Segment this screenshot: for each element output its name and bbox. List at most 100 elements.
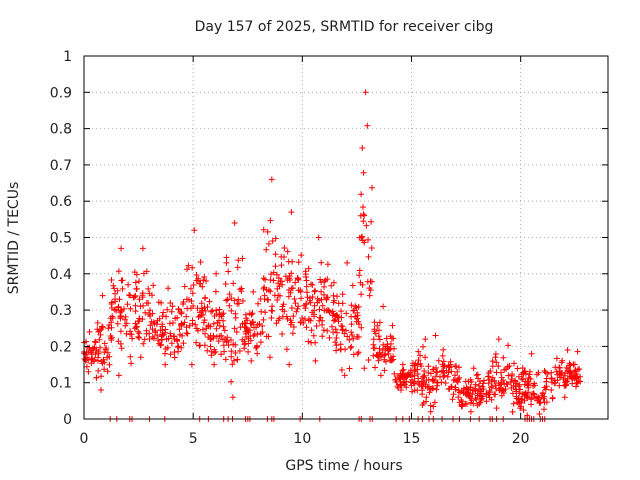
data-point <box>318 259 325 266</box>
data-point <box>346 365 353 372</box>
data-point <box>303 300 309 307</box>
data-point <box>163 313 170 320</box>
data-point <box>150 282 157 289</box>
data-point <box>124 301 131 308</box>
data-point <box>486 387 493 394</box>
data-point <box>101 349 108 356</box>
data-point <box>430 403 437 410</box>
data-point <box>556 371 563 377</box>
data-point <box>415 357 422 364</box>
data-point <box>347 344 354 351</box>
data-point <box>384 341 391 348</box>
data-point <box>228 307 235 314</box>
data-point <box>92 339 99 346</box>
data-point <box>288 285 295 292</box>
data-point <box>295 259 302 266</box>
data-point <box>346 336 353 343</box>
data-point <box>420 343 426 350</box>
data-point <box>324 261 331 268</box>
data-point <box>356 267 363 274</box>
data-point <box>360 218 367 225</box>
x-axis-label: GPS time / hours <box>285 458 402 474</box>
data-point <box>127 353 134 360</box>
data-point <box>326 334 333 341</box>
data-point <box>271 292 278 299</box>
data-point <box>289 330 296 337</box>
y-tick-label: 0.4 <box>50 267 72 283</box>
data-point <box>363 222 370 229</box>
data-point <box>531 391 538 398</box>
data-point <box>238 288 245 295</box>
y-tick-label: 0.2 <box>50 339 72 355</box>
data-point <box>374 353 381 360</box>
data-point <box>470 365 477 372</box>
data-point <box>167 351 174 358</box>
data-point <box>209 307 216 314</box>
data-point <box>223 259 230 266</box>
data-point <box>392 377 399 383</box>
data-point <box>495 336 502 343</box>
data-point <box>235 296 242 303</box>
data-point <box>85 368 92 375</box>
data-point <box>569 375 576 382</box>
data-point <box>532 395 538 402</box>
data-point <box>101 340 108 347</box>
data-point <box>439 352 446 359</box>
data-point <box>390 335 397 342</box>
data-point <box>132 279 139 286</box>
data-point <box>501 366 508 373</box>
data-point <box>566 370 573 376</box>
data-point <box>139 294 146 301</box>
data-point <box>129 335 136 342</box>
data-point <box>435 357 442 364</box>
data-point <box>189 320 196 327</box>
data-point <box>108 324 115 331</box>
data-point <box>380 341 387 348</box>
data-point <box>303 283 310 290</box>
data-point <box>354 312 361 319</box>
y-tick-label: 0.5 <box>50 231 72 247</box>
data-point <box>108 299 115 306</box>
data-point <box>145 300 152 307</box>
data-point <box>519 391 526 397</box>
data-point <box>98 358 105 365</box>
data-point <box>192 321 199 328</box>
data-point <box>264 228 271 235</box>
data-point <box>444 373 451 380</box>
data-point <box>140 340 147 347</box>
data-point <box>112 296 118 303</box>
data-point <box>241 345 248 352</box>
data-point <box>167 330 174 337</box>
data-point <box>234 300 241 307</box>
data-point <box>168 340 175 347</box>
data-point <box>184 266 190 273</box>
data-point <box>574 348 581 355</box>
data-point <box>195 275 202 282</box>
data-point <box>488 384 495 391</box>
data-point <box>191 227 198 234</box>
data-point <box>115 372 122 379</box>
data-point <box>492 351 499 357</box>
data-point <box>260 226 267 233</box>
data-point <box>308 327 315 334</box>
data-point <box>132 308 139 315</box>
data-point <box>228 348 235 355</box>
data-point <box>193 339 200 346</box>
data-point <box>211 361 218 368</box>
data-point <box>422 354 429 361</box>
data-point <box>85 349 92 356</box>
data-point <box>178 344 185 351</box>
data-point <box>338 367 345 373</box>
data-point <box>272 263 279 270</box>
chart-title: Day 157 of 2025, SRMTID for receiver cib… <box>195 19 494 35</box>
data-point <box>279 303 286 310</box>
data-point <box>117 315 124 322</box>
data-point <box>248 357 255 364</box>
data-point <box>112 290 119 297</box>
data-point <box>566 362 573 369</box>
data-point <box>293 308 300 315</box>
data-point <box>470 400 477 407</box>
data-point <box>526 368 533 375</box>
data-point <box>348 343 355 350</box>
data-point <box>548 369 555 376</box>
